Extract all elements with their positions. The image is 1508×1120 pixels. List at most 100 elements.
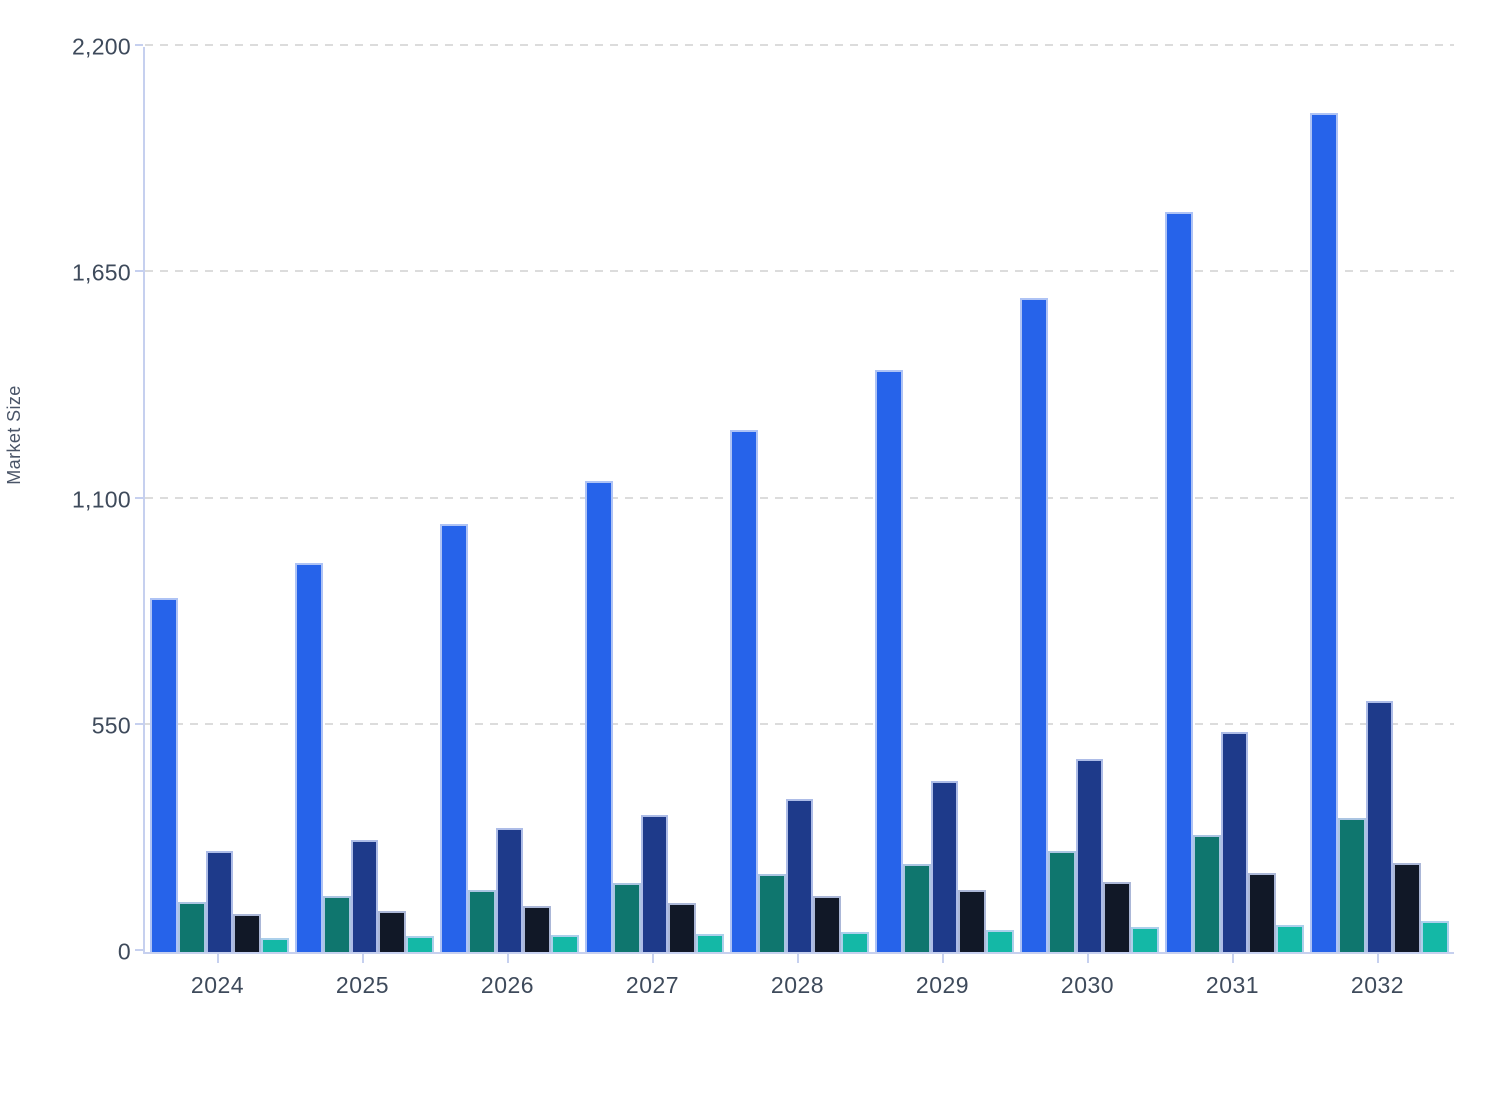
bar-series-4-2026 (523, 905, 552, 952)
x-axis-cell-2024: 2024 (145, 954, 290, 999)
bar-series-5-2028 (841, 931, 869, 952)
x-tick-label: 2030 (1060, 972, 1115, 998)
x-tick-mark (1231, 954, 1234, 963)
bar-series-2-2026 (467, 889, 496, 952)
y-tick-label: 0 (117, 938, 131, 965)
x-axis-cell-2032: 2032 (1305, 954, 1450, 999)
bar-series-3-2024 (205, 850, 234, 952)
bar-series-3-2032 (1365, 701, 1394, 952)
bar-series-2-2028 (757, 873, 786, 952)
bar-group-2031 (1162, 47, 1307, 952)
bar-series-1-2027 (585, 481, 613, 952)
bar-group-2024 (147, 47, 292, 952)
y-tick-label: 550 (91, 712, 131, 739)
y-tick-mark (135, 44, 143, 46)
x-tick-mark (651, 954, 654, 963)
x-tick-label: 2026 (480, 972, 535, 998)
gridline (145, 270, 1454, 273)
y-tick-mark (135, 949, 143, 951)
bar-series-1-2032 (1310, 112, 1338, 952)
bar-series-2-2032 (1337, 817, 1366, 952)
bar-series-4-2031 (1248, 873, 1277, 952)
bar-series-5-2029 (986, 929, 1014, 952)
bar-series-5-2024 (261, 937, 289, 952)
x-tick-mark (506, 954, 509, 963)
bar-series-4-2032 (1393, 863, 1422, 952)
x-tick-label: 2032 (1350, 972, 1405, 998)
bar-group-2030 (1017, 47, 1162, 952)
bar-series-4-2024 (233, 913, 262, 952)
x-tick-label: 2029 (915, 972, 970, 998)
bar-series-4-2030 (1103, 882, 1132, 952)
x-tick-mark (941, 954, 944, 963)
bar-series-1-2028 (730, 429, 758, 952)
bar-series-1-2031 (1165, 211, 1193, 952)
y-axis-tick-marks (135, 44, 143, 952)
bar-series-3-2025 (350, 840, 379, 952)
y-tick-label: 1,650 (71, 259, 131, 286)
x-axis-cell-2025: 2025 (290, 954, 435, 999)
x-tick-label: 2031 (1205, 972, 1260, 998)
y-tick-label: 2,200 (71, 33, 131, 60)
bar-series-4-2029 (958, 889, 987, 952)
x-axis-cell-2030: 2030 (1015, 954, 1160, 999)
x-tick-label: 2025 (335, 972, 390, 998)
bar-series-3-2027 (640, 815, 669, 952)
bar-series-5-2027 (696, 933, 724, 952)
x-axis-cell-2028: 2028 (725, 954, 870, 999)
bar-series-5-2030 (1131, 927, 1159, 952)
bar-series-1-2025 (295, 563, 323, 952)
y-tick-mark (135, 496, 143, 499)
x-axis-cell-2029: 2029 (870, 954, 1015, 999)
bar-series-3-2028 (785, 799, 814, 952)
x-tick-label: 2028 (770, 972, 825, 998)
gridline (145, 44, 1454, 46)
y-axis-labels: 0 550 1,100 1,650 2,200 (0, 34, 131, 965)
bar-group-2027 (582, 47, 727, 952)
x-tick-label: 2027 (625, 972, 680, 998)
bar-series-2-2027 (612, 883, 641, 952)
bars-area (145, 47, 1454, 952)
gridline (145, 496, 1454, 499)
bar-group-2029 (872, 47, 1017, 952)
bar-series-1-2029 (875, 369, 903, 952)
x-axis-labels: 2024 2025 2026 2027 2028 2029 2030 2031 2032 (143, 954, 1452, 999)
x-tick-mark (1376, 954, 1379, 963)
x-axis-cell-2026: 2026 (435, 954, 580, 999)
bar-series-3-2026 (495, 828, 524, 952)
bar-series-2-2031 (1192, 835, 1221, 952)
bar-series-3-2029 (930, 780, 959, 952)
bar-series-5-2025 (406, 936, 434, 952)
x-axis-cell-2031: 2031 (1160, 954, 1305, 999)
bar-series-3-2031 (1220, 731, 1249, 952)
x-tick-mark (1086, 954, 1089, 963)
bar-series-2-2030 (1047, 851, 1076, 952)
bar-series-2-2025 (322, 896, 351, 952)
y-tick-mark (135, 270, 143, 273)
y-tick-label: 1,100 (71, 486, 131, 512)
bar-group-2025 (292, 47, 437, 952)
x-tick-mark (361, 954, 364, 963)
x-tick-mark (216, 954, 219, 963)
bar-series-1-2030 (1020, 297, 1048, 952)
gridline (145, 722, 1454, 725)
bar-series-2-2029 (902, 863, 931, 952)
bar-series-5-2031 (1276, 924, 1304, 952)
y-tick-mark (135, 722, 143, 725)
bar-series-1-2024 (150, 598, 178, 952)
x-tick-label: 2024 (190, 972, 245, 998)
bar-series-5-2026 (551, 934, 579, 952)
plot-area (143, 44, 1454, 954)
x-tick-mark (796, 954, 799, 963)
bar-group-2028 (727, 47, 872, 952)
bar-series-4-2025 (378, 910, 407, 952)
bar-series-2-2024 (177, 901, 206, 952)
bar-group-2026 (437, 47, 582, 952)
bar-group-2032 (1307, 47, 1452, 952)
bar-series-3-2030 (1075, 758, 1104, 952)
bar-series-4-2028 (813, 896, 842, 952)
bar-series-4-2027 (668, 903, 697, 952)
bar-series-1-2026 (440, 524, 468, 952)
bar-series-5-2032 (1421, 921, 1449, 952)
